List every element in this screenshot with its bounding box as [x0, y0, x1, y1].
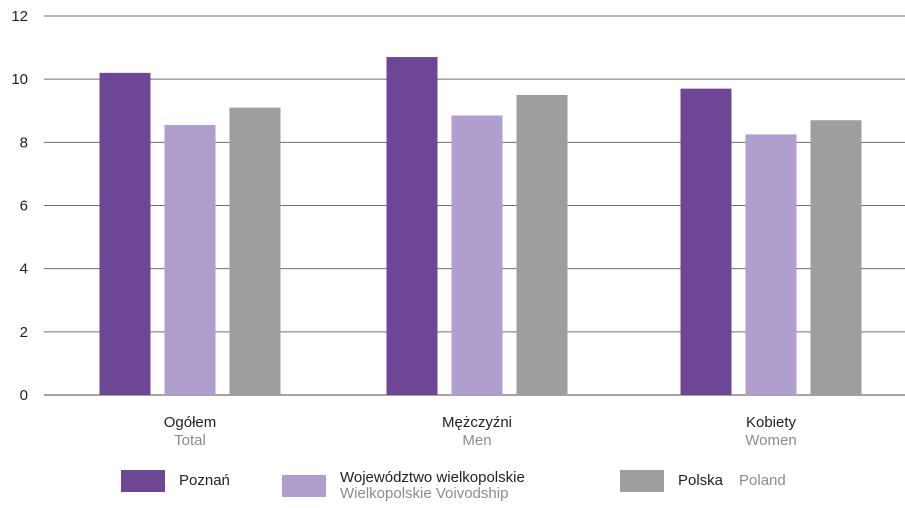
legend-swatch-polska [620, 470, 664, 492]
x-category-label: Kobiety [746, 414, 797, 431]
y-tick-label: 4 [20, 261, 28, 278]
bar [451, 115, 503, 396]
x-category-label: Ogółem [164, 414, 217, 431]
legend-label-polska: Polska [678, 472, 724, 489]
legend-item-polska: Polska Poland [620, 470, 786, 492]
legend-item-wielkopolskie: Województwo wielkopolskie Wielkopolskie … [282, 470, 525, 502]
y-tick-label: 0 [20, 387, 28, 404]
bar [516, 94, 568, 395]
y-tick-label: 12 [11, 8, 28, 25]
legend-item-poznan: Poznań [121, 470, 230, 492]
bar [745, 134, 797, 395]
legend-label-poznan: Poznań [179, 472, 230, 489]
legend-swatch-poznan [121, 470, 165, 492]
bar [680, 88, 732, 396]
y-axis-ticks: 0 2 4 6 8 10 12 [11, 8, 28, 404]
legend-swatch-wielkopolskie [282, 475, 326, 497]
bars [99, 57, 862, 396]
bar [810, 120, 862, 395]
bar [386, 57, 438, 395]
x-category-label: Mężczyźni [442, 414, 512, 431]
legend-label-polska-en: Poland [739, 472, 786, 489]
bar [229, 107, 281, 395]
legend-label-wielkopolskie: Województwo wielkopolskie [340, 469, 525, 486]
bar [164, 124, 216, 396]
bar [99, 72, 151, 395]
x-category-sublabel: Women [745, 432, 796, 449]
y-tick-label: 2 [20, 324, 28, 341]
y-tick-label: 10 [11, 71, 28, 88]
x-category-sublabel: Total [174, 432, 206, 449]
legend: Poznań Województwo wielkopolskie Wielkop… [0, 470, 905, 508]
legend-label-wielkopolskie-en: Wielkopolskie Voivodship [340, 485, 509, 502]
y-tick-label: 8 [20, 134, 28, 151]
y-tick-label: 6 [20, 198, 28, 215]
x-category-sublabel: Men [462, 432, 491, 449]
